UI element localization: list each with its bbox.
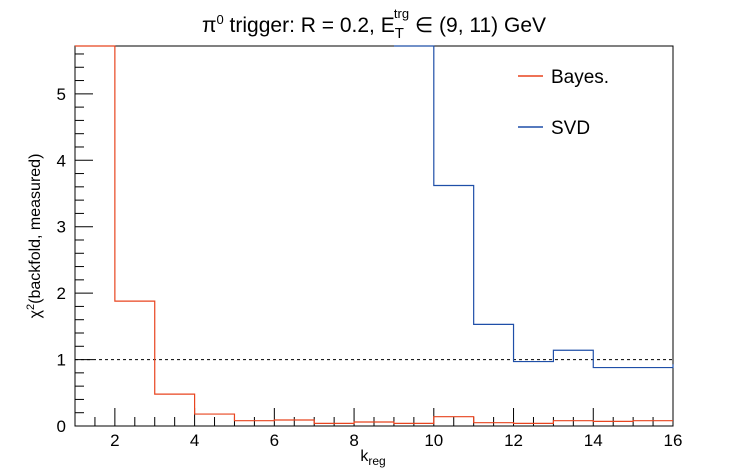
legend-label: SVD [551, 118, 590, 139]
x-tick-label: 6 [270, 431, 279, 450]
y-tick-label: 2 [57, 284, 66, 303]
x-tick-label: 14 [584, 431, 603, 450]
legend-label: Bayes. [551, 67, 609, 88]
x-tick-label: 2 [110, 431, 119, 450]
x-tick-label: 4 [190, 431, 199, 450]
x-tick-label: 8 [349, 431, 358, 450]
x-tick-label: 10 [424, 431, 443, 450]
series-bayes-line [75, 45, 673, 424]
y-tick-label: 5 [57, 85, 66, 104]
y-axis-title: χ2(backfold, measured) [25, 154, 44, 319]
y-tick-label: 3 [57, 218, 66, 237]
chart-title: π0 trigger: R = 0.2, ETtrg ∈ (9, 11) GeV [202, 6, 546, 42]
x-tick-label: 16 [664, 431, 683, 450]
y-tick-label: 4 [57, 151, 66, 170]
plot-frame [74, 45, 674, 427]
x-tick-label: 12 [504, 431, 523, 450]
y-tick-label: 1 [57, 351, 66, 370]
y-tick-label: 0 [57, 417, 66, 436]
x-axis-title: kreg [360, 448, 385, 468]
series-svd-line [393, 45, 674, 369]
